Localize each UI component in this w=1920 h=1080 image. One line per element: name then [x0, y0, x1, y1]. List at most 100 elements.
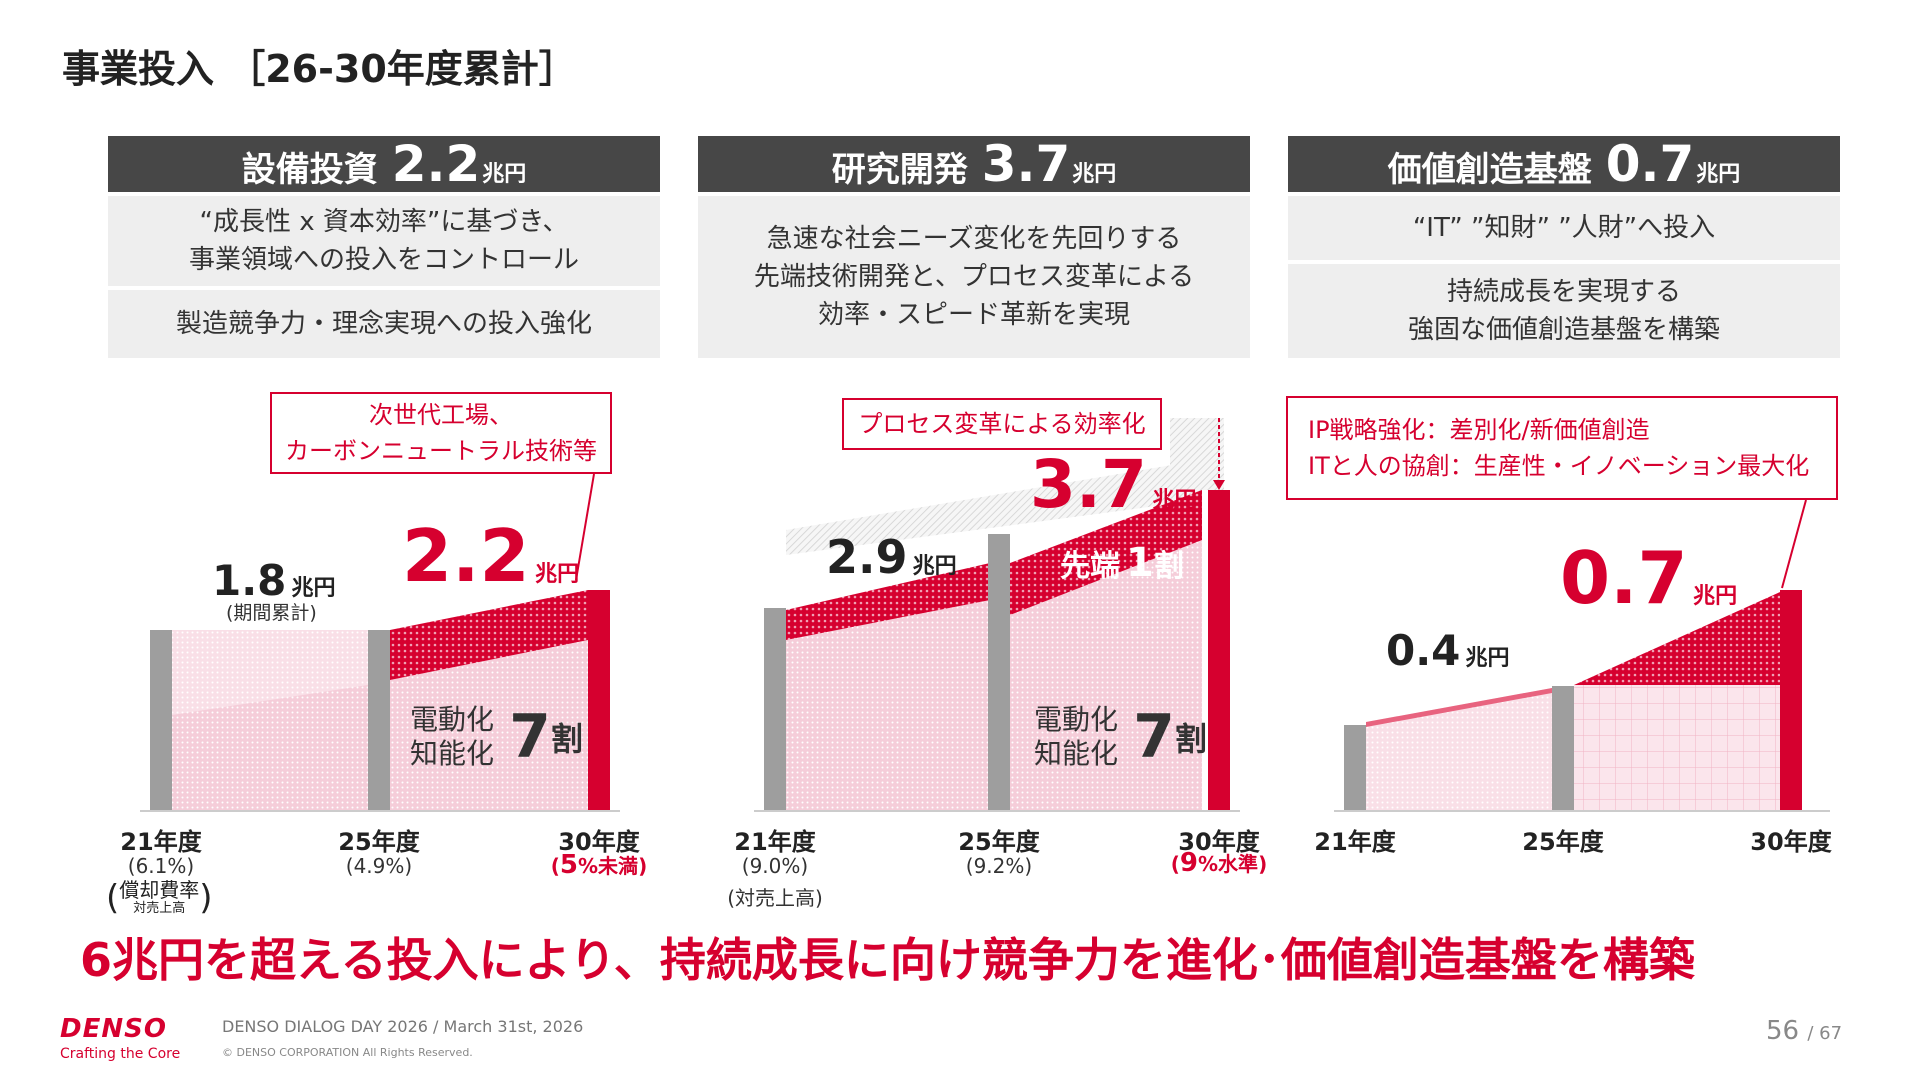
chart-vcb [1334, 499, 1830, 812]
callout-line: ITと人の協創：生産性・イノベーション最大化 [1308, 452, 1810, 480]
desc-line: 製造競争力・理念実現への投入強化 [175, 309, 592, 339]
event-info: DENSO DIALOG DAY 2026 / March 31st, 2026 [222, 1017, 584, 1036]
x-sub-label: (9.0%) [741, 854, 809, 878]
panel-capex: 設備投資 2.2兆円 “成長性 x 資本効率”に基づき、 事業領域への投入をコントロ… [108, 136, 660, 358]
panel-unit: 兆円 [1696, 162, 1741, 187]
panel-unit: 兆円 [1072, 162, 1117, 187]
panel-name: 設備投資 [241, 150, 378, 190]
unit-text: 兆円 [1152, 488, 1197, 513]
page-current: 56 [1766, 1016, 1800, 1046]
inner-line: 電動化 [1034, 703, 1119, 736]
panel-description-2: 製造競争力・理念実現への投入強化 [108, 290, 660, 358]
adv-word: 先端 [1060, 549, 1120, 584]
note-sub: 対売上高 [133, 901, 186, 916]
rd-band-1 [786, 563, 990, 640]
note-main: 償却費率 [119, 878, 200, 902]
x-label: 25年度 [338, 828, 420, 856]
x-sub-label: (6.1%) [127, 854, 195, 878]
callout-line: IP戦略強化：差別化/新価値創造 [1308, 416, 1650, 444]
bar-25 [1552, 686, 1574, 810]
desc-line: 持続成長を実現する [1446, 277, 1681, 307]
bar-21 [150, 630, 172, 810]
panel-unit: 兆円 [482, 162, 527, 187]
panel-description: “成長性 x 資本効率”に基づき、 事業領域への投入をコントロール [108, 196, 660, 286]
copyright: © DENSO CORPORATION All Rights Reserved. [222, 1046, 473, 1059]
value-text: 3.7 [1030, 446, 1147, 523]
capex-prev-note: (期間累計) [226, 602, 317, 624]
conclusion-text: 6兆円を超える投入により、持続成長に向け競争力を進化･価値創造基盤を構築 [80, 933, 1695, 987]
x-label: 30年度 [558, 828, 640, 856]
callout-line: プロセス変革による効率化 [858, 410, 1146, 438]
inner-line: 知能化 [1034, 737, 1119, 770]
adv-big: 1 [1126, 540, 1154, 586]
chart-rd [754, 418, 1240, 812]
fill-band-upper [390, 590, 588, 680]
page-number: 56 / 67 [1766, 1016, 1842, 1046]
desc-line: 事業領域への投入をコントロール [188, 245, 579, 275]
panel-vcb: 価値創造基盤 0.7兆円 “IT” ”知財” ”人財”へ投入 持続成長を実現する強… [1288, 136, 1840, 358]
unit-text: 兆円 [1465, 646, 1510, 671]
unit-text: 兆円 [1693, 584, 1738, 609]
callout-vcb: IP戦略強化：差別化/新価値創造 ITと人の協創：生産性・イノベーション最大化 [1286, 396, 1838, 500]
panel-name: 研究開発 [831, 150, 968, 190]
panel-description: 急速な社会ニーズ変化を先回りする 先端技術開発と、プロセス変革による 効率・スピード… [698, 196, 1250, 358]
capex-new-label: 2.2 兆円 [402, 514, 579, 598]
unit-text: 兆円 [535, 562, 580, 587]
x-label: 25年度 [1522, 828, 1604, 856]
value-text: 2.2 [402, 514, 530, 598]
logo-tagline: Crafting the Core [60, 1046, 181, 1062]
rd-arrow-head [1213, 480, 1225, 490]
capex-inner-label: 電動化 知能化 7割 [410, 702, 583, 772]
panel-description: “IT” ”知財” ”人財”へ投入 [1288, 196, 1840, 260]
denso-logo: DENSO [60, 1014, 167, 1044]
inner-big: 7 [1133, 702, 1175, 772]
callout-leader [575, 473, 595, 581]
fill-band-lower [172, 685, 368, 810]
sub-big: 5 [559, 850, 579, 880]
bar-30 [1780, 590, 1802, 810]
vcb-band-1 [1366, 688, 1552, 727]
chart-capex [140, 473, 620, 812]
bar-25 [988, 534, 1010, 810]
sub-big: 9 [1179, 848, 1199, 878]
vcb-band-2 [1574, 592, 1780, 685]
inner-line: 知能化 [410, 737, 495, 770]
x-label: 21年度 [734, 828, 816, 856]
rd-fill-1b [786, 600, 990, 810]
x-sub-label-highlight: (9%水準) [1170, 848, 1268, 878]
rd-band-2 [1010, 490, 1202, 615]
panel-rd: 研究開発 3.7兆円 急速な社会ニーズ変化を先回りする 先端技術開発と、プロセス変革… [698, 136, 1250, 358]
desc-line: 効率・スピード革新を実現 [817, 300, 1130, 330]
callout-capex: 次世代工場、 カーボンニュートラル技術等 [270, 392, 612, 474]
slide-title: 事業投入 ［26-30年度累計］ [62, 47, 577, 91]
vcb-new-label: 0.7 兆円 [1560, 536, 1737, 620]
desc-line: “IT” ”知財” ”人財”へ投入 [1412, 213, 1716, 243]
rd-note: (対売上高) [727, 886, 823, 910]
sub-small: %水準 [1198, 852, 1259, 876]
panel-description-2: 持続成長を実現する 強固な価値創造基盤を構築 [1288, 264, 1840, 358]
bar-21 [764, 608, 786, 810]
panel-header: 設備投資 2.2兆円 [108, 136, 660, 192]
x-sub-label: (9.2%) [965, 854, 1033, 878]
x-label: 21年度 [120, 828, 202, 856]
inner-small: 割 [550, 720, 583, 758]
x-label: 30年度 [1750, 828, 1832, 856]
bar-30 [588, 590, 610, 810]
rd-hatch-band [786, 460, 1202, 555]
rd-inner-label: 電動化 知能化 7割 [1034, 702, 1207, 772]
callout-line: 次世代工場、 [369, 401, 513, 429]
rd-prev-label: 2.9 兆円 [826, 530, 957, 584]
capex-prev-label: 1.8 兆円 [212, 556, 336, 605]
value-text: 0.7 [1560, 536, 1688, 620]
panel-amount: 3.7 [981, 135, 1071, 193]
inner-big: 7 [509, 702, 551, 772]
inner-line: 電動化 [410, 703, 495, 736]
value-text: 1.8 [212, 556, 287, 605]
x-label: 21年度 [1314, 828, 1396, 856]
desc-line: 先端技術開発と、プロセス変革による [753, 262, 1195, 292]
inner-small: 割 [1174, 720, 1207, 758]
panel-amount: 2.2 [391, 135, 481, 193]
adv-small: 割 [1153, 549, 1184, 584]
x-sub-label-highlight: (5%未満) [550, 850, 648, 880]
